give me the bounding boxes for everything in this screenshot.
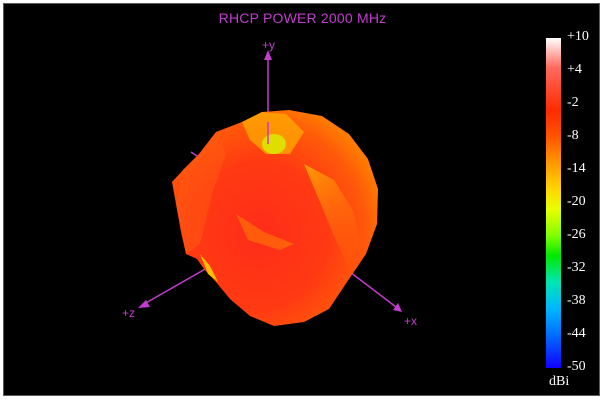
colorbar-tick: -14 (567, 161, 586, 176)
color-scale: +10 +4 -2 -8 -14 -20 -26 -32 -38 -44 -50… (541, 30, 599, 394)
axis-z (138, 263, 215, 308)
colorbar-tick: -38 (567, 293, 586, 308)
axis-label-z: +z (122, 306, 136, 320)
colorbar-gradient (546, 38, 561, 368)
colorbar-tick: -32 (567, 260, 586, 275)
plot-title: RHCP POWER 2000 MHz (218, 10, 387, 26)
radiation-pattern-surface (172, 110, 378, 326)
colorbar-tick: -8 (567, 128, 579, 143)
colorbar-tick: -20 (567, 194, 586, 209)
radiation-pattern-svg (138, 50, 402, 326)
colorbar-tick: +10 (567, 29, 589, 44)
axis-stub (190, 151, 198, 157)
axis-x-arrowhead (393, 303, 402, 312)
axis-y-arrowhead (264, 50, 272, 60)
axis-label-y: +y (262, 38, 276, 52)
axis-label-x: +x (404, 314, 418, 328)
colorbar-tick: -26 (567, 227, 586, 242)
colorbar-tick: -2 (567, 95, 579, 110)
axis-z-arrowhead (138, 300, 150, 308)
colorbar-unit: dBi (549, 374, 570, 389)
3d-plot-viewport[interactable]: RHCP POWER 2000 MHz (3, 3, 600, 396)
colorbar-tick: -44 (567, 326, 586, 341)
colorbar-tick: +4 (567, 62, 582, 77)
colorbar-tick: -50 (567, 359, 586, 374)
